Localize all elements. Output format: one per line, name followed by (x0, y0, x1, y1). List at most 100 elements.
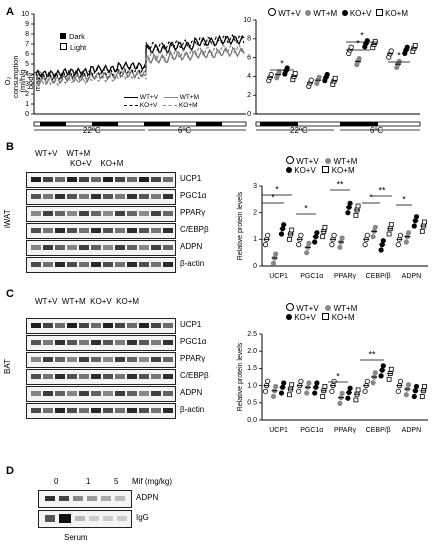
c-band (31, 357, 41, 362)
b-point (265, 232, 271, 238)
b-band (151, 194, 161, 199)
b-point (386, 231, 392, 237)
b-point (355, 203, 361, 209)
d-blot-igg (38, 510, 132, 528)
b-point (347, 200, 353, 206)
c-band (79, 408, 89, 413)
d-band (87, 496, 97, 501)
legend-kom: KO+M (178, 102, 198, 109)
c-xtick-label: CEBP/β (366, 427, 391, 434)
gray-circle-icon (325, 158, 332, 164)
c-band (163, 357, 173, 362)
a2-ytick-label: 0 (247, 111, 251, 118)
a-dark-segment (144, 122, 170, 126)
b-band (103, 245, 113, 250)
b-ytick-label: 3 (253, 183, 257, 190)
c-point (388, 366, 394, 372)
b-point (329, 242, 335, 248)
b-legend-kov: KO+V (294, 166, 316, 175)
c-band (67, 357, 77, 362)
b-band (55, 262, 65, 267)
c-band (43, 340, 53, 345)
c-xtick-label: UCP1 (269, 427, 288, 434)
c-band (55, 357, 65, 362)
legend-dark: Dark (60, 33, 85, 41)
c-band (91, 340, 101, 345)
b-band (127, 262, 137, 267)
black-circle-icon (341, 10, 348, 16)
filled-square-icon (60, 33, 66, 39)
a-ytick-label: 6 (25, 51, 29, 58)
c-band (127, 391, 137, 396)
b-band (67, 228, 77, 233)
a2-ytick-label: 6 (247, 54, 251, 61)
a-ytick-label: 2 (25, 91, 29, 98)
d-dose-5: 5 (114, 477, 119, 486)
a-series-line-KO+M (35, 43, 245, 87)
d-serum-label: Serum (64, 533, 88, 542)
c-blot-row (26, 386, 176, 402)
dashed-gray-line-icon (163, 104, 178, 106)
b-ytick-label: 2 (253, 210, 257, 217)
b-sig-star: * (304, 203, 308, 213)
c-ytick-label: 0.5 (247, 400, 257, 407)
c-ytick-label: 2.0 (247, 348, 257, 355)
a2-point (276, 69, 282, 75)
b-band (139, 177, 149, 182)
b-legend-wtm: WT+M (333, 157, 358, 166)
a2-point (324, 71, 330, 78)
b-point (304, 250, 310, 256)
a2-ytick-label: 4 (247, 73, 251, 80)
c-point (304, 390, 310, 396)
a-ytick-label: 5 (25, 61, 29, 68)
b-band-label: UCP1 (180, 174, 202, 183)
c-point (296, 388, 302, 394)
a2-sig-star: * (356, 38, 360, 48)
b-band (139, 262, 149, 267)
c-band (103, 408, 113, 413)
b-band (103, 262, 113, 267)
c-legend-row-2: KO+V KO+M (286, 313, 357, 322)
c-point (411, 393, 417, 400)
d-band (59, 496, 69, 501)
c-point (312, 390, 318, 396)
b-band (91, 211, 101, 216)
c-band (151, 374, 161, 379)
a-legend-kov: KO+V (349, 9, 372, 18)
b-blot-row (26, 206, 176, 222)
c-blot-row (26, 369, 176, 385)
c-band (67, 323, 77, 328)
b-band (115, 228, 125, 233)
b-band (91, 245, 101, 250)
c-point (370, 380, 376, 386)
b-point (378, 247, 384, 253)
b-point (298, 232, 304, 238)
d-blot-adpn (38, 490, 132, 508)
b-band-label: C/EBPβ (180, 225, 209, 234)
b-band (139, 211, 149, 216)
b-band (55, 228, 65, 233)
b-point (296, 242, 302, 248)
c-band (103, 340, 113, 345)
b-band (103, 194, 113, 199)
b-band (115, 177, 125, 182)
d-band (103, 516, 113, 521)
a2-point (316, 74, 322, 80)
b-legend-kom: KO+M (331, 166, 355, 175)
a-dot-legend: WT+V WT+M KO+V KO+M (268, 8, 408, 18)
legend-wtm: WT+M (179, 94, 200, 101)
open-circle-icon (286, 303, 294, 311)
c-band (139, 357, 149, 362)
c-point (289, 382, 295, 388)
b-top-groups: WT+V WT+M (35, 150, 90, 158)
b-band-label: PGC1α (180, 191, 207, 200)
a2-dark-segment (340, 122, 378, 126)
a-dots-temp-6: 6ºC (370, 126, 384, 135)
c-band (163, 408, 173, 413)
b-band (115, 262, 125, 267)
d-band (89, 516, 99, 521)
c-point (345, 395, 351, 401)
legend-row-2: KO+V KO+M (124, 102, 199, 110)
open-circle-icon (286, 156, 294, 164)
